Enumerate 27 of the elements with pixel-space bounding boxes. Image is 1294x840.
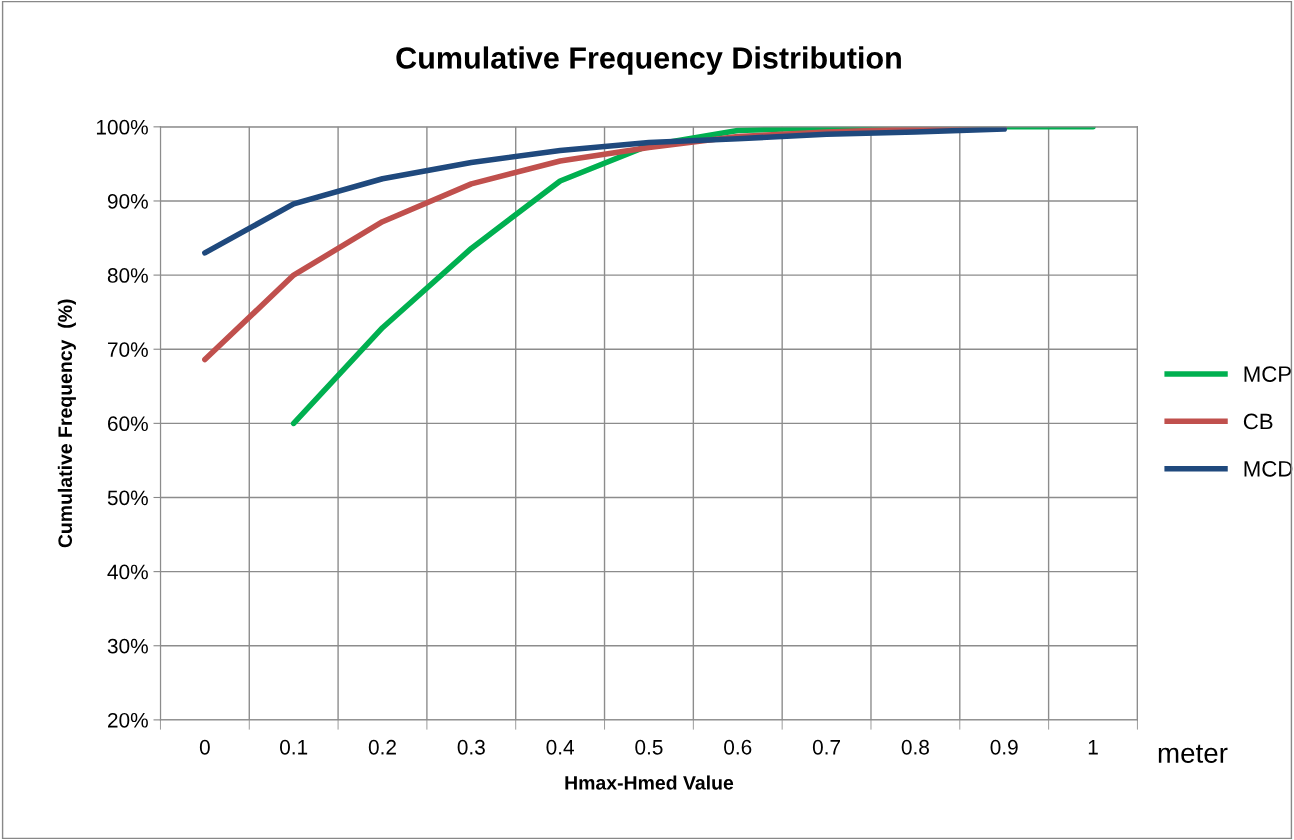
chart-title: Cumulative Frequency Distribution — [396, 46, 901, 75]
y-tick-label: 100% — [96, 119, 148, 135]
x-tick-label: 0.1 — [280, 739, 308, 755]
x-tick-label: 1 — [1088, 740, 1098, 755]
x-tick-label: 0.7 — [812, 739, 841, 755]
x-tick-label: 0.3 — [457, 739, 485, 755]
x-tick-label: 0.8 — [901, 739, 929, 755]
y-tick-label: 70% — [108, 342, 148, 357]
text: meter — [1158, 744, 1228, 763]
y-tick-label: 60% — [108, 416, 148, 432]
y-tick-label: 80% — [107, 268, 148, 283]
y-axis-title: Cumulative Frequency (%) — [57, 299, 76, 548]
x-tick-label: 0.6 — [724, 739, 752, 755]
x-tick-label: 0.5 — [635, 739, 663, 755]
y-tick-label: 40% — [107, 564, 148, 580]
y-tick-label: 50% — [107, 490, 148, 506]
y-tick-label: 30% — [107, 638, 148, 654]
x-tick-label: 0.4 — [546, 739, 574, 755]
legend-label: MCD — [1244, 460, 1293, 477]
legend-label: CB — [1243, 413, 1273, 430]
y-tick-label: 90% — [107, 193, 148, 209]
x-axis-title: Hmax-Hmed Value — [565, 775, 734, 790]
legend-label: MCP — [1244, 366, 1291, 382]
x-tick-label: 0.9 — [990, 739, 1018, 755]
x-tick-label: 0.2 — [368, 739, 396, 755]
x-tick-label: 0 — [199, 739, 210, 755]
y-tick-label: 20% — [108, 712, 148, 728]
